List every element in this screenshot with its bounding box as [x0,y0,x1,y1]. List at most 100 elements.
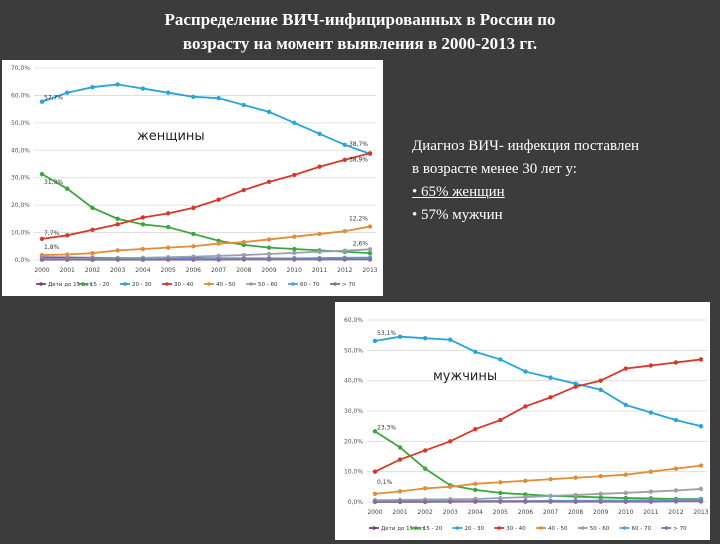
data-point [40,258,44,262]
data-point [343,229,347,233]
data-point [141,86,145,90]
note-line-2: в возрасте менее 30 лет у: [412,158,717,181]
data-point [523,404,527,408]
women-chart-panel: 0,0%10,0%20,0%30,0%40,0%50,0%60,0%70,0%2… [2,60,383,296]
data-point [242,257,246,261]
data-point [317,232,321,236]
data-point [90,251,94,255]
data-point [216,96,220,100]
legend-label: 50 - 60 [590,526,610,532]
data-point [40,237,44,241]
data-point [624,403,628,407]
x-tick-label: 2009 [593,509,608,516]
women-chart: 0,0%10,0%20,0%30,0%40,0%50,0%60,0%70,0%2… [2,60,383,296]
y-tick-label: 30,0% [344,408,363,415]
data-point [699,463,703,467]
diagnosis-note: Диагноз ВИЧ- инфекция поставлен в возрас… [412,135,717,227]
data-point [598,499,602,503]
title-line-1: Распределение ВИЧ-инфицированных в Росси… [110,8,610,32]
data-point [649,469,653,473]
data-point [398,500,402,504]
data-point [373,492,377,496]
data-point [398,457,402,461]
data-point [598,378,602,382]
data-point [423,448,427,452]
series-line [375,359,701,471]
legend-marker [497,526,501,530]
data-point [292,257,296,261]
legend-marker [291,282,295,286]
data-point [216,241,220,245]
data-point [473,499,477,503]
data-point [373,469,377,473]
y-tick-label: 60,0% [344,317,363,324]
data-point [624,473,628,477]
data-label: 53,1% [377,330,396,337]
data-point [191,244,195,248]
legend-marker [623,526,627,530]
data-point [65,233,69,237]
data-point [292,251,296,255]
y-tick-label: 0,0% [348,499,364,506]
data-point [40,172,44,176]
y-tick-label: 20,0% [344,438,363,445]
data-point [343,158,347,162]
data-point [423,500,427,504]
data-point [317,257,321,261]
data-point [292,234,296,238]
legend-label: Дети до 15 лет [381,526,426,532]
y-tick-label: 40,0% [11,147,30,154]
note-line-1: Диагноз ВИЧ- инфекция поставлен [412,135,717,158]
data-label: 1,8% [44,244,60,251]
x-tick-label: 2012 [668,509,683,516]
legend-marker [249,282,253,286]
x-tick-label: 2011 [643,509,658,516]
data-point [523,479,527,483]
data-point [649,363,653,367]
data-point [166,245,170,249]
data-point [548,494,552,498]
data-point [317,165,321,169]
x-tick-label: 2013 [362,267,377,274]
data-point [699,424,703,428]
x-tick-label: 2006 [518,509,533,516]
data-point [373,339,377,343]
data-label: 57,7% [44,95,63,102]
legend-marker [539,526,543,530]
data-point [343,248,347,252]
data-point [267,245,271,249]
data-point [498,499,502,503]
data-point [523,495,527,499]
x-tick-label: 2005 [161,267,176,274]
data-point [624,366,628,370]
legend-label: 15 - 20 [423,526,443,532]
data-point [115,82,119,86]
data-point [216,197,220,201]
legend-label: 30 - 40 [506,526,526,532]
x-tick-label: 2011 [312,267,327,274]
y-tick-label: 50,0% [11,120,30,127]
data-point [65,252,69,256]
x-tick-label: 2009 [261,267,276,274]
y-tick-label: 70,0% [11,65,30,72]
x-tick-label: 2000 [367,509,382,516]
data-point [368,257,372,261]
x-tick-label: 2002 [418,509,433,516]
chart-title: женщины [137,129,205,144]
data-point [267,237,271,241]
data-point [191,258,195,262]
x-tick-label: 2001 [60,267,75,274]
data-point [423,486,427,490]
legend-label: > 70 [673,526,687,532]
data-label: 12,2% [349,216,368,223]
data-label: 31,3% [44,179,63,186]
data-point [573,385,577,389]
data-point [548,395,552,399]
data-label: 0,1% [377,479,393,486]
data-point [292,247,296,251]
data-point [317,132,321,136]
legend-marker [581,526,585,530]
data-point [573,493,577,497]
data-point [242,188,246,192]
data-point [65,186,69,190]
